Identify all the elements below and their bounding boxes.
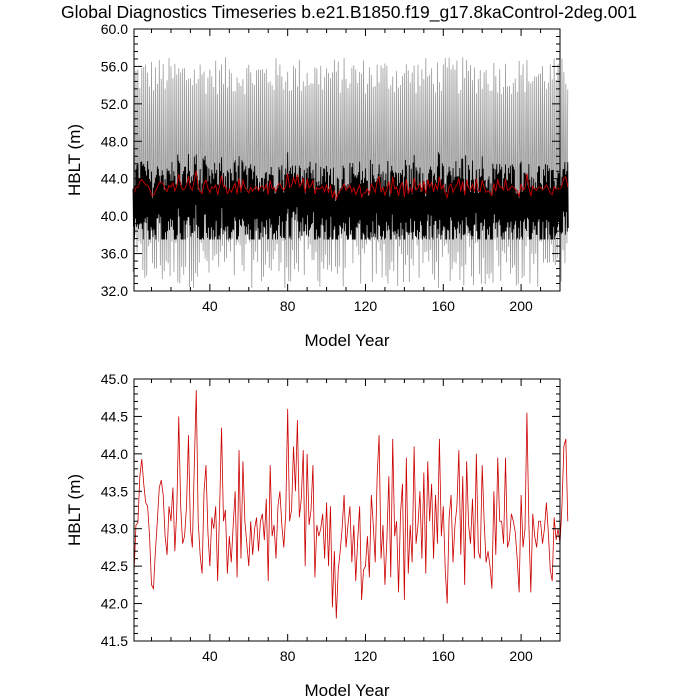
top-x-tick-label: 160 (432, 298, 456, 314)
top-x-tick-label: 200 (509, 298, 533, 314)
top-y-tick-label: 44.0 (101, 171, 128, 187)
annual-mean-overlay-line (133, 170, 569, 201)
bottom-y-tick-label: 45.0 (101, 371, 128, 387)
bottom-panel-hblt-annual: 40 80 120 160 200 41.5 42.0 42.5 43.0 43.5 44.0 44.… (65, 371, 569, 700)
bottom-y-tick-label: 44.0 (101, 446, 128, 462)
top-x-tick-label: 40 (202, 298, 218, 314)
top-plot-area (132, 57, 569, 288)
bottom-y-tick-label: 42.0 (101, 596, 128, 612)
top-y-tick-label: 60.0 (101, 21, 128, 37)
bottom-y-tick-label: 42.5 (101, 558, 128, 574)
top-y-tick-label: 48.0 (101, 133, 128, 149)
top-plot-frame (133, 28, 561, 292)
top-y-axis-label: HBLT (m) (65, 124, 84, 196)
top-y-tick-label: 36.0 (101, 246, 128, 262)
bottom-x-tick-label: 160 (432, 648, 456, 664)
top-x-axis-label: Model Year (304, 331, 389, 350)
top-y-tick-label: 56.0 (101, 58, 128, 74)
bottom-x-tick-label: 200 (509, 648, 533, 664)
bottom-x-tick-label: 80 (280, 648, 296, 664)
bottom-x-tick-label: 40 (202, 648, 218, 664)
top-y-tick-label: 40.0 (101, 208, 128, 224)
top-axis-ticks: 40 80 120 160 200 32.0 36.0 40.0 44.0 48.0 52.0 56.… (101, 21, 560, 314)
bottom-x-axis-label: Model Year (304, 681, 389, 700)
top-y-tick-label: 52.0 (101, 96, 128, 112)
top-y-tick-label: 32.0 (101, 283, 128, 299)
bottom-y-tick-label: 41.5 (101, 633, 128, 649)
monthly-core-line (132, 152, 569, 240)
bottom-x-tick-label: 120 (354, 648, 378, 664)
bottom-y-tick-label: 43.0 (101, 521, 128, 537)
figure-title: Global Diagnostics Timeseries b.e21.B185… (61, 2, 637, 23)
bottom-y-tick-label: 43.5 (101, 483, 128, 499)
bottom-plot-area (133, 390, 569, 619)
bottom-y-tick-label: 44.5 (101, 408, 128, 424)
annual-mean-line (133, 390, 569, 619)
bottom-axis-ticks: 40 80 120 160 200 41.5 42.0 42.5 43.0 43.5 44.0 44.… (101, 371, 560, 664)
top-panel-hblt-monthly: 40 80 120 160 200 32.0 36.0 40.0 44.0 48.0 52.0 56.… (65, 21, 569, 350)
bottom-y-axis-label: HBLT (m) (65, 474, 84, 546)
bottom-plot-frame (133, 378, 561, 642)
top-x-tick-label: 120 (354, 298, 378, 314)
top-x-tick-label: 80 (280, 298, 296, 314)
monthly-envelope-line (132, 57, 569, 288)
